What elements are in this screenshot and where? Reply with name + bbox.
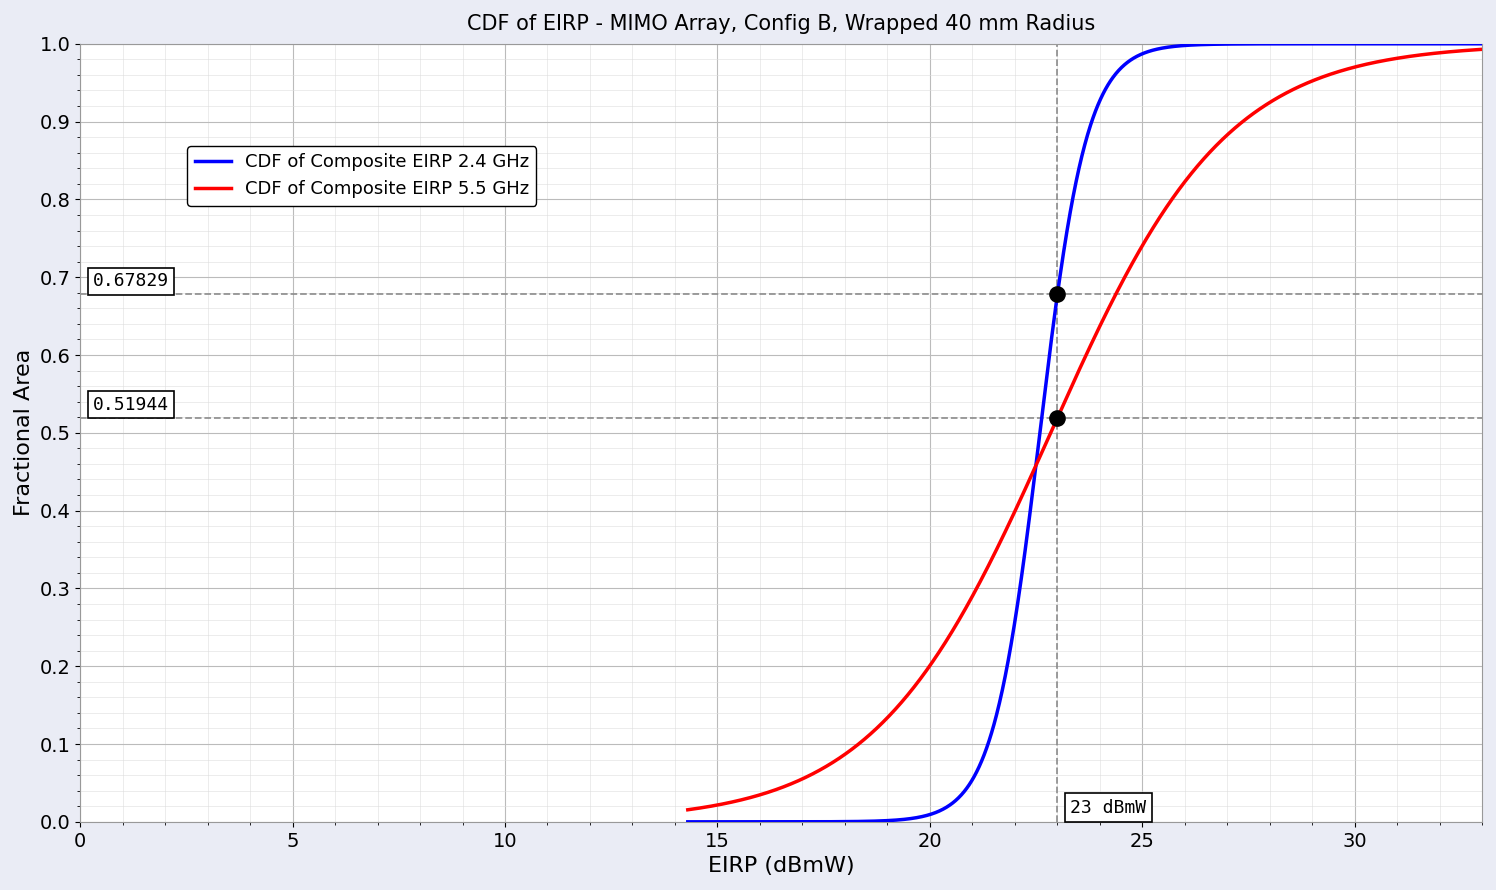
CDF of Composite EIRP 5.5 GHz <box>679 805 697 815</box>
CDF of Composite EIRP 5.5 GHz <box>1487 43 1496 53</box>
CDF of Composite EIRP 5.5 GHz <box>818 761 836 772</box>
CDF of Composite EIRP 2.4 GHz <box>1266 38 1284 49</box>
Title: CDF of EIRP - MIMO Array, Config B, Wrapped 40 mm Radius: CDF of EIRP - MIMO Array, Config B, Wrap… <box>467 14 1095 34</box>
Text: 0.51944: 0.51944 <box>93 396 169 414</box>
CDF of Composite EIRP 2.4 GHz <box>800 816 818 827</box>
CDF of Composite EIRP 5.5 GHz <box>1022 473 1040 483</box>
CDF of Composite EIRP 5.5 GHz <box>800 770 818 781</box>
Text: 0.67829: 0.67829 <box>93 272 169 290</box>
CDF of Composite EIRP 5.5 GHz <box>1495 43 1496 53</box>
CDF of Composite EIRP 2.4 GHz <box>679 816 697 827</box>
CDF of Composite EIRP 5.5 GHz <box>1266 94 1284 105</box>
Line: CDF of Composite EIRP 5.5 GHz: CDF of Composite EIRP 5.5 GHz <box>688 48 1496 810</box>
CDF of Composite EIRP 2.4 GHz <box>1022 507 1040 518</box>
CDF of Composite EIRP 2.4 GHz <box>1487 38 1496 49</box>
X-axis label: EIRP (dBmW): EIRP (dBmW) <box>708 856 854 876</box>
CDF of Composite EIRP 2.4 GHz <box>818 816 836 827</box>
Y-axis label: Fractional Area: Fractional Area <box>13 349 34 516</box>
Legend: CDF of Composite EIRP 2.4 GHz, CDF of Composite EIRP 5.5 GHz: CDF of Composite EIRP 2.4 GHz, CDF of Co… <box>187 146 537 206</box>
CDF of Composite EIRP 2.4 GHz <box>1309 38 1327 49</box>
CDF of Composite EIRP 2.4 GHz <box>1495 38 1496 49</box>
Line: CDF of Composite EIRP 2.4 GHz: CDF of Composite EIRP 2.4 GHz <box>688 44 1496 821</box>
Text: 23 dBmW: 23 dBmW <box>1070 799 1146 817</box>
CDF of Composite EIRP 5.5 GHz <box>1309 73 1327 84</box>
